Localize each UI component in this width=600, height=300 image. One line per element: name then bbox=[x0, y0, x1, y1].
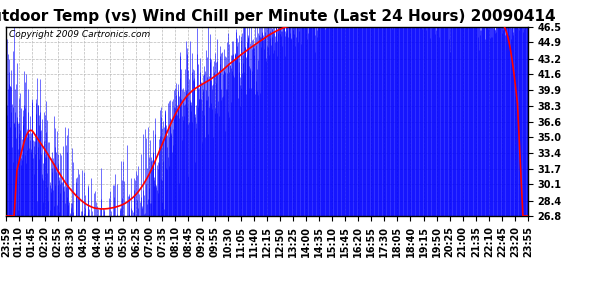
Text: Copyright 2009 Cartronics.com: Copyright 2009 Cartronics.com bbox=[8, 30, 150, 39]
Title: Outdoor Temp (vs) Wind Chill per Minute (Last 24 Hours) 20090414: Outdoor Temp (vs) Wind Chill per Minute … bbox=[0, 9, 556, 24]
